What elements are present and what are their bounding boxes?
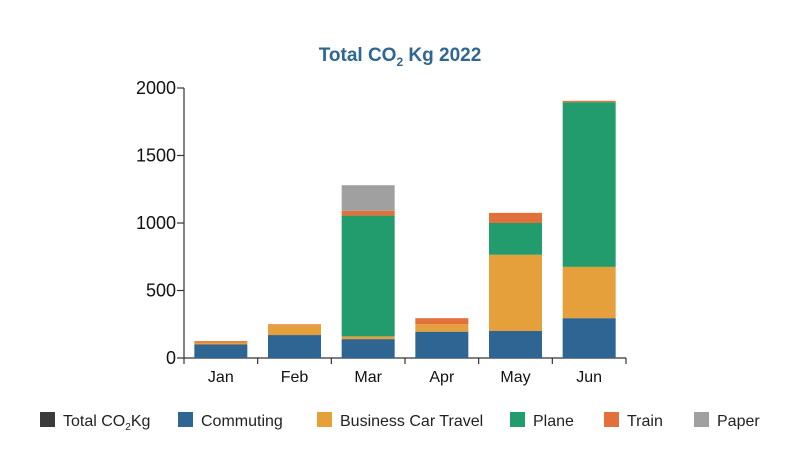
chart-title: Total CO2 Kg 2022 xyxy=(319,45,482,69)
legend: Total CO2Kg Commuting Business Car Travel P… xyxy=(40,412,760,433)
bar-segment-business-car-travel xyxy=(415,324,469,332)
x-tick-label: Jun xyxy=(576,369,602,386)
chart-title-main: Total CO xyxy=(319,45,397,66)
y-tick-label: 0 xyxy=(166,348,176,368)
chart-title-tail: Kg 2022 xyxy=(403,45,481,66)
legend-swatch xyxy=(510,412,525,427)
legend-swatch xyxy=(178,412,193,427)
bar-segment-train xyxy=(415,318,469,325)
bar-segment-plane xyxy=(562,102,616,267)
bar-segment-commuting xyxy=(562,318,616,358)
bar-segment-paper xyxy=(341,185,395,211)
legend-swatch xyxy=(317,412,332,427)
bar-segment-train xyxy=(194,341,248,343)
y-tick-label: 1000 xyxy=(136,213,176,233)
x-tick-label: May xyxy=(500,369,530,386)
legend-swatch xyxy=(694,412,709,427)
bar-segment-train xyxy=(562,100,616,103)
bar-segment-commuting xyxy=(194,344,248,358)
bar-segment-business-car-travel xyxy=(194,342,248,345)
bar-segment-business-car-travel xyxy=(341,336,395,340)
bar-segment-business-car-travel xyxy=(562,266,616,319)
bar-segment-commuting xyxy=(415,331,469,358)
bar-segment-train xyxy=(268,324,321,325)
y-tick-label: 2000 xyxy=(136,78,176,98)
bar-segment-business-car-travel xyxy=(489,254,542,331)
y-tick-label: 500 xyxy=(146,281,176,301)
x-tick-label: Jan xyxy=(208,369,234,386)
bar-segment-commuting xyxy=(268,335,321,358)
x-tick-label: Apr xyxy=(429,369,455,386)
legend-label: Commuting xyxy=(201,413,283,430)
x-tick-label: Feb xyxy=(281,369,309,386)
bar-segment-train xyxy=(489,212,542,223)
legend-swatch xyxy=(40,412,55,427)
bar-segment-plane xyxy=(489,223,542,255)
legend-label: Plane xyxy=(533,413,574,430)
legend-label: Business Car Travel xyxy=(340,413,483,430)
plot-area: 0 500 1000 1500 2000 Jan Feb Mar Apr May Jun xyxy=(136,78,627,386)
x-tick-label: Mar xyxy=(354,369,382,386)
bar-segment-train xyxy=(341,210,395,216)
chart-title-subscript: 2 xyxy=(396,55,403,69)
bar-segment-business-car-travel xyxy=(268,324,321,336)
bar-segment-commuting xyxy=(341,339,395,358)
y-tick-label: 1500 xyxy=(136,146,176,166)
legend-label: Total CO2Kg xyxy=(63,413,150,433)
bar-segment-plane xyxy=(341,215,395,337)
legend-label: Paper xyxy=(717,413,760,430)
legend-label: Train xyxy=(627,413,663,430)
legend-swatch xyxy=(604,412,619,427)
bar-segment-commuting xyxy=(489,331,542,358)
